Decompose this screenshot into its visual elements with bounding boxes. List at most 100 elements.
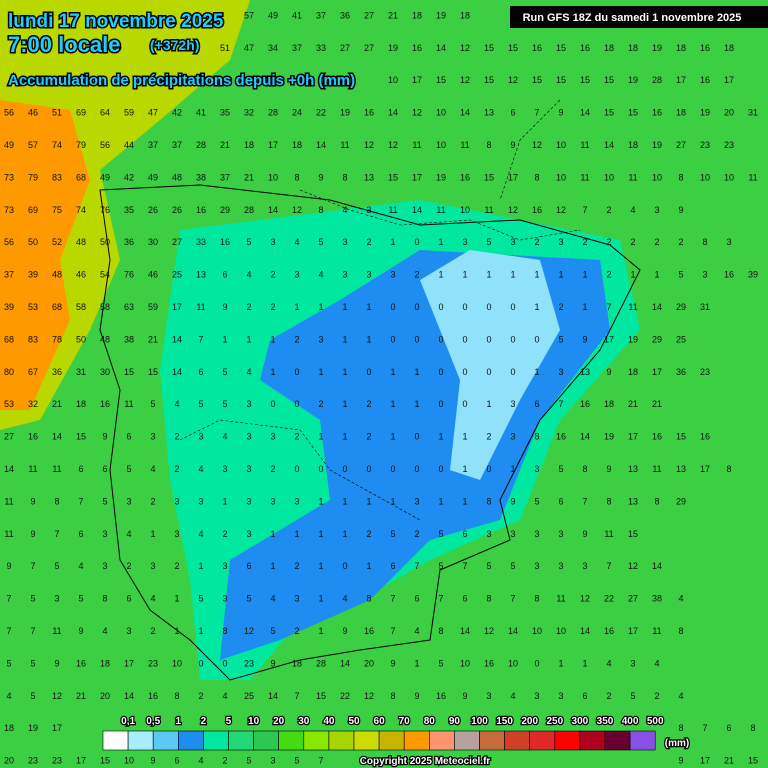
grid-value: 18: [4, 723, 14, 733]
grid-value: 15: [628, 108, 638, 118]
grid-value: 3: [534, 691, 539, 701]
grid-value: 22: [340, 691, 350, 701]
grid-value: 7: [606, 302, 611, 312]
grid-value: 7: [318, 756, 323, 766]
grid-value: 4: [126, 529, 131, 539]
grid-value: 13: [196, 270, 206, 280]
grid-value: 4: [222, 691, 227, 701]
grid-value: 2: [366, 529, 371, 539]
grid-value: 5: [222, 399, 227, 409]
grid-value: 4: [78, 561, 83, 571]
grid-value: 17: [52, 723, 62, 733]
legend-label: 50: [348, 716, 360, 727]
grid-value: 18: [76, 399, 86, 409]
grid-value: 1: [534, 302, 539, 312]
grid-value: 5: [678, 270, 683, 280]
subtitle: Accumulation de précipitations depuis +0…: [8, 72, 355, 89]
grid-value: 17: [652, 367, 662, 377]
grid-value: 13: [484, 108, 494, 118]
grid-value: 14: [388, 108, 398, 118]
grid-value: 8: [486, 140, 491, 150]
grid-value: 19: [28, 723, 38, 733]
grid-value: 16: [364, 108, 374, 118]
grid-value: 21: [148, 334, 158, 344]
grid-value: 4: [654, 658, 659, 668]
grid-value: 5: [486, 561, 491, 571]
grid-value: 54: [100, 270, 110, 280]
grid-value: 3: [702, 270, 707, 280]
grid-value: 23: [724, 140, 734, 150]
grid-value: 15: [76, 432, 86, 442]
grid-value: 6: [102, 464, 107, 474]
grid-value: 15: [484, 172, 494, 182]
grid-value: 0: [486, 334, 491, 344]
grid-value: 14: [460, 626, 470, 636]
grid-value: 9: [30, 496, 35, 506]
grid-value: 1: [342, 302, 347, 312]
grid-value: 17: [628, 626, 638, 636]
grid-value: 3: [174, 529, 179, 539]
grid-value: 1: [222, 334, 227, 344]
grid-value: 31: [76, 367, 86, 377]
grid-value: 1: [510, 464, 515, 474]
grid-value: 83: [28, 334, 38, 344]
grid-value: 69: [76, 108, 86, 118]
grid-value: 4: [510, 691, 515, 701]
grid-value: 0: [486, 367, 491, 377]
grid-value: 0: [294, 367, 299, 377]
grid-value: 17: [604, 334, 614, 344]
grid-value: 32: [244, 108, 254, 118]
grid-value: 38: [124, 334, 134, 344]
grid-value: 79: [28, 172, 38, 182]
grid-value: 29: [652, 334, 662, 344]
grid-value: 15: [436, 75, 446, 85]
grid-value: 8: [390, 691, 395, 701]
grid-value: 7: [606, 561, 611, 571]
grid-value: 8: [318, 205, 323, 215]
legend-label: 150: [496, 716, 513, 727]
grid-value: 18: [724, 43, 734, 53]
grid-value: 5: [318, 237, 323, 247]
grid-value: 23: [52, 756, 62, 766]
grid-value: 11: [460, 140, 469, 150]
grid-value: 23: [148, 658, 158, 668]
grid-value: 33: [316, 43, 326, 53]
grid-value: 4: [414, 626, 419, 636]
grid-value: 1: [318, 561, 323, 571]
grid-value: 13: [580, 367, 590, 377]
grid-value: 16: [556, 432, 566, 442]
grid-value: 56: [4, 108, 14, 118]
grid-value: 15: [124, 367, 134, 377]
grid-value: 14: [172, 367, 182, 377]
grid-value: 23: [244, 658, 254, 668]
grid-value: 1: [486, 270, 491, 280]
grid-value: 28: [244, 205, 254, 215]
grid-value: 16: [580, 43, 590, 53]
grid-value: 8: [486, 496, 491, 506]
date: lundi 17 novembre 2025: [8, 11, 224, 32]
grid-value: 7: [462, 561, 467, 571]
grid-value: 31: [748, 108, 758, 118]
grid-value: 3: [486, 691, 491, 701]
grid-value: 15: [676, 432, 686, 442]
grid-value: 9: [462, 691, 467, 701]
grid-value: 1: [318, 367, 323, 377]
grid-value: 3: [582, 561, 587, 571]
grid-value: 2: [150, 626, 155, 636]
grid-value: 48: [52, 270, 62, 280]
grid-value: 0: [366, 367, 371, 377]
grid-value: 2: [606, 270, 611, 280]
grid-value: 3: [630, 658, 635, 668]
legend-swatch: [102, 730, 129, 751]
grid-value: 1: [582, 658, 587, 668]
grid-value: 1: [390, 432, 395, 442]
grid-value: 51: [220, 43, 230, 53]
grid-value: 12: [484, 626, 494, 636]
grid-value: 3: [198, 496, 203, 506]
grid-value: 18: [628, 43, 638, 53]
grid-value: 31: [700, 302, 710, 312]
legend-swatch: [152, 730, 179, 751]
grid-value: 64: [100, 108, 110, 118]
grid-value: 25: [676, 334, 686, 344]
grid-value: 14: [4, 464, 14, 474]
